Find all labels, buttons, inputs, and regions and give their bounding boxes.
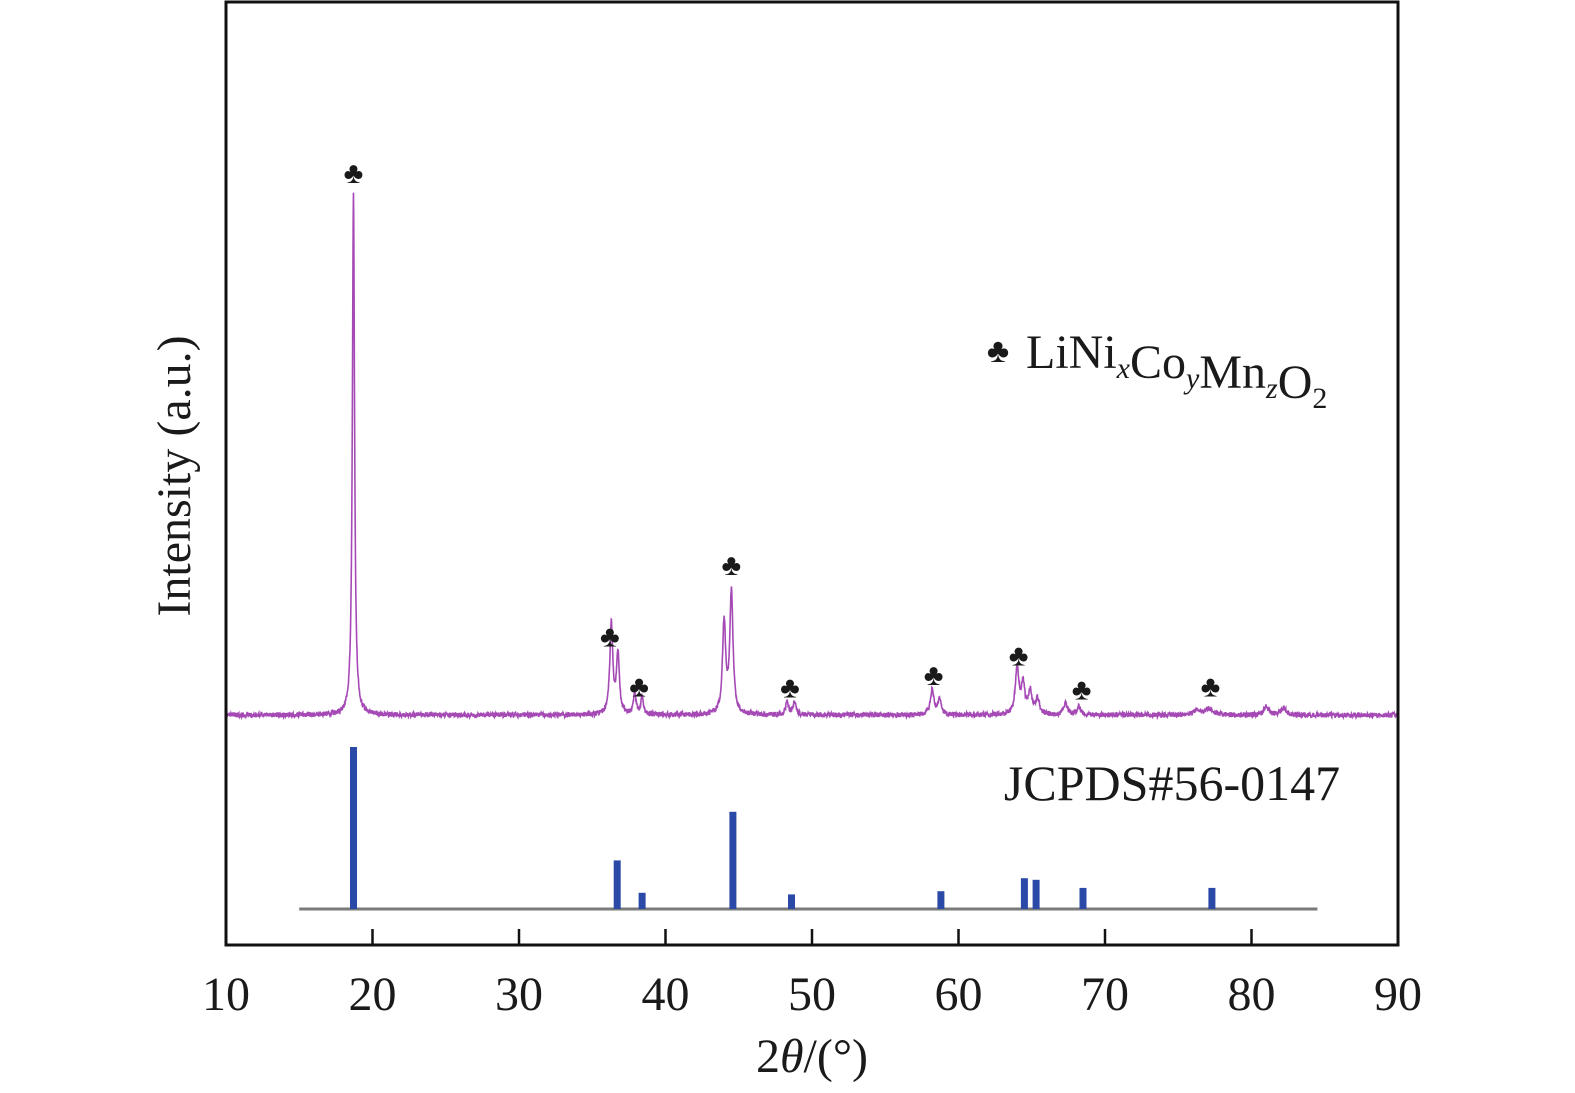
x-axis-label: 2θ/(°) — [756, 1030, 868, 1083]
peak-marker: ♣ — [1009, 640, 1029, 673]
legend-marker: ♣ — [987, 333, 1009, 370]
reference-line — [788, 894, 795, 909]
peak-marker: ♣ — [1072, 674, 1092, 707]
xrd-pattern — [225, 192, 1399, 721]
peak-markers: ♣ ♣ ♣ ♣ ♣ ♣ ♣ ♣ ♣ — [344, 157, 1221, 707]
x-tick-label: 20 — [349, 968, 397, 1021]
reference-line — [638, 892, 646, 909]
reference-line — [937, 891, 945, 909]
reference-line — [1208, 887, 1216, 909]
reference-line — [1079, 887, 1087, 909]
reference-line — [729, 811, 737, 909]
peak-marker: ♣ — [629, 670, 649, 703]
x-tick-label: 30 — [495, 968, 543, 1021]
x-tick-label: 50 — [788, 968, 836, 1021]
peak-marker: ♣ — [1201, 671, 1221, 704]
x-tick-label: 80 — [1228, 968, 1276, 1021]
peak-marker: ♣ — [780, 672, 800, 705]
reference-label: JCPDS#56-0147 — [1004, 755, 1340, 811]
peak-marker: ♣ — [344, 157, 364, 190]
reference-line — [350, 747, 357, 909]
peak-marker: ♣ — [600, 620, 620, 653]
x-tick-label: 10 — [202, 968, 250, 1021]
x-tick-label: 60 — [935, 968, 983, 1021]
reference-line — [1032, 879, 1040, 909]
peak-marker: ♣ — [722, 549, 742, 582]
x-tick-label: 70 — [1081, 968, 1129, 1021]
x-axis-ticks: 10 20 30 40 50 60 70 80 90 — [202, 929, 1422, 1021]
xrd-line-series — [225, 192, 1399, 721]
x-tick-label: 90 — [1374, 968, 1422, 1021]
reference-pattern — [299, 747, 1318, 911]
reference-line — [1020, 878, 1028, 909]
reference-line — [613, 860, 621, 909]
peak-marker: ♣ — [924, 659, 944, 692]
legend-label: LiNixCoyMnzO2 — [1026, 326, 1327, 415]
y-axis-label: Intensity (a.u.) — [148, 335, 201, 616]
x-tick-label: 40 — [642, 968, 690, 1021]
